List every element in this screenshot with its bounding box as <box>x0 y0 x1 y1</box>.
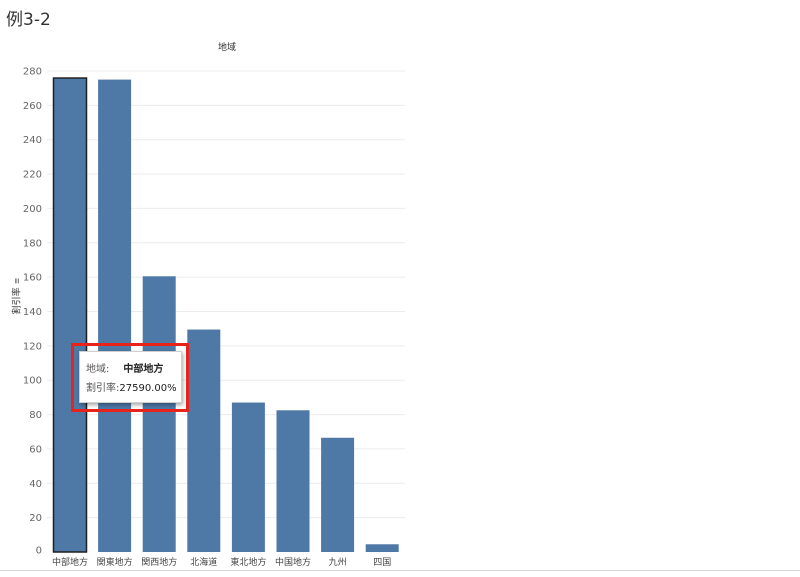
bars <box>52 77 399 553</box>
y-tick-label: 180 <box>23 238 42 249</box>
bar-関東地方[interactable] <box>98 79 132 552</box>
bar-関西地方[interactable] <box>142 276 176 552</box>
x-category-label[interactable]: 関東地方 <box>97 556 133 568</box>
bottom-divider <box>0 570 800 571</box>
x-category-label[interactable]: 中部地方 <box>52 556 88 568</box>
x-category-label[interactable]: 中国地方 <box>275 556 311 568</box>
y-tick-label: 80 <box>29 410 42 421</box>
y-tick-label: 20 <box>29 513 42 524</box>
x-category-label[interactable]: 四国 <box>373 557 391 568</box>
y-tick-label: 60 <box>29 444 42 455</box>
column-header[interactable]: 地域 <box>217 43 236 53</box>
y-tick-label: 120 <box>23 341 42 352</box>
bar-四国[interactable] <box>365 544 399 552</box>
y-tick-label: 220 <box>23 170 42 181</box>
sheet-title: 例3-2 <box>6 10 51 30</box>
y-tick-label: 200 <box>23 204 42 215</box>
bar-中国地方[interactable] <box>276 410 310 552</box>
y-tick-label: 240 <box>23 135 42 146</box>
tooltip-region-key: 地域: <box>86 364 110 375</box>
bar-東北地方[interactable] <box>231 402 265 552</box>
x-category-label[interactable]: 東北地方 <box>230 556 266 568</box>
tooltip-rate-value: 27590.00% <box>119 383 177 394</box>
y-tick-label: 160 <box>23 273 42 284</box>
y-tick-label: 140 <box>23 307 42 318</box>
x-axis-labels: 中部地方 関東地方 関西地方 北海道 東北地方 中国地方 九州 四国 <box>52 556 391 568</box>
tooltip-region-value: 中部地方 <box>123 364 164 375</box>
y-tick-label: 0 <box>36 546 42 557</box>
x-category-label[interactable]: 関西地方 <box>141 556 177 568</box>
tooltip-rate-key: 割引率: <box>86 383 120 394</box>
y-tick-label: 100 <box>23 376 42 387</box>
tooltip-row-region: 地域: 中部地方 <box>86 360 163 375</box>
y-tick-label: 40 <box>29 479 42 490</box>
tooltip-row-rate: 割引率:27590.00% <box>86 379 177 394</box>
bar-九州[interactable] <box>321 437 355 552</box>
y-tick-label: 260 <box>23 101 42 112</box>
y-tick-label: 280 <box>23 67 42 78</box>
y-axis-ticks: 0 20 40 60 80 100 120 140 160 180 200 220 240 260 280 <box>23 67 42 557</box>
tooltip: 地域: 中部地方 割引率:27590.00% <box>79 351 182 403</box>
bar-中部地方[interactable] <box>52 77 88 553</box>
x-category-label[interactable]: 北海道 <box>190 556 217 568</box>
x-category-label[interactable]: 九州 <box>329 557 347 568</box>
bar-北海道[interactable] <box>187 329 221 552</box>
